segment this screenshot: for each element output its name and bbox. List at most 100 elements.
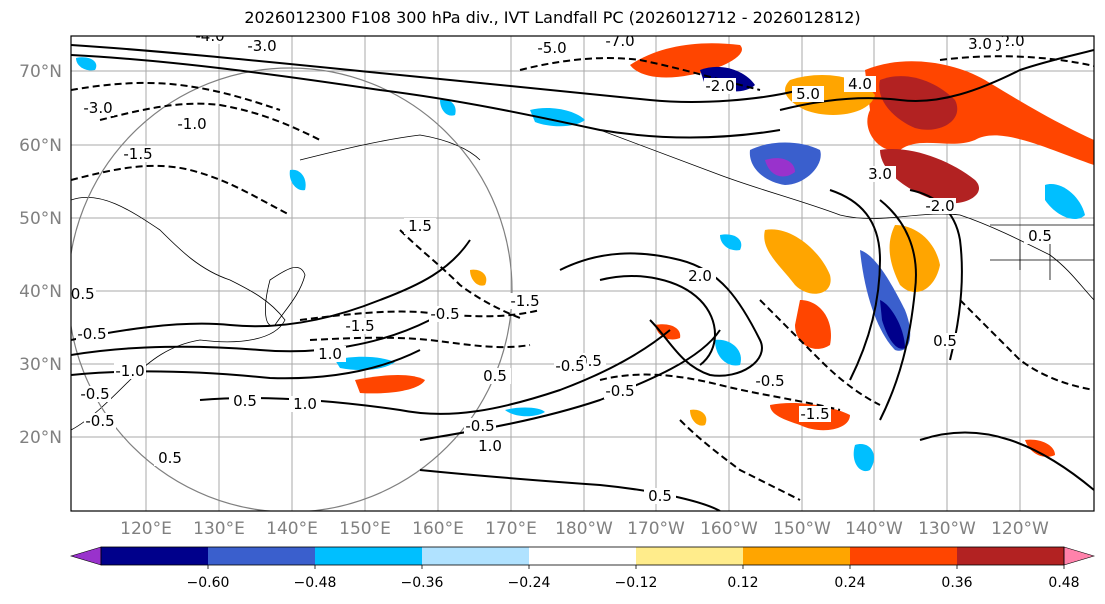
- negative-divergence-area: [715, 339, 741, 366]
- negative-divergence-area: [289, 169, 306, 191]
- colorbar-segment: [850, 547, 957, 565]
- contour-label: -1.5: [345, 317, 374, 335]
- contour-label: 1.0: [293, 395, 317, 413]
- contour-label-bg: [76, 326, 108, 342]
- contour-label-bg: [799, 406, 831, 422]
- contour-label: -1.5: [123, 145, 152, 163]
- colorbar-tick-label: −0.24: [508, 575, 551, 591]
- contour-label: 4.0: [848, 75, 872, 93]
- colorbar-segment: [101, 547, 208, 565]
- contour-label: -4.0: [195, 27, 224, 45]
- contour-label: 1.5: [408, 217, 432, 235]
- contour-label: 2.0: [688, 267, 712, 285]
- contour-label: 1.0: [478, 437, 502, 455]
- contour-label-bg: [792, 86, 824, 102]
- lon-label: 130°W: [918, 519, 976, 539]
- contour-label-bg: [289, 396, 321, 412]
- contour-label-bg: [604, 383, 636, 399]
- contour-label-bg: [604, 36, 636, 49]
- colorbar-tick-label: −0.60: [187, 575, 230, 591]
- lon-label: 140°W: [845, 519, 903, 539]
- contour-label: -3.0: [83, 99, 112, 117]
- contour-label: 3.0: [968, 35, 992, 53]
- contour-label: -0.5: [65, 285, 94, 303]
- longitude-labels: 120°E 130°E 140°E 150°E 160°E 170°E 180°W 170°W…: [120, 519, 1049, 539]
- contour-label: 0.5: [158, 449, 182, 467]
- divergence-shading: [76, 43, 1094, 472]
- contour-label: 0.5: [933, 332, 957, 350]
- contour-label: -7.0: [605, 32, 634, 50]
- contour-label-bg: [554, 358, 586, 374]
- colorbar-tick-label: 0.36: [941, 575, 972, 591]
- contour-label: 0.5: [483, 367, 507, 385]
- contour-label: -2.0: [705, 77, 734, 95]
- lon-label: 130°E: [193, 519, 245, 539]
- contour-label: -2.0: [925, 197, 954, 215]
- contour-label: 0.5: [648, 487, 672, 505]
- colorbar-segment: [957, 547, 1064, 565]
- lon-label: 160°E: [412, 519, 464, 539]
- positive-divergence-area: [355, 375, 425, 394]
- positive-divergence-area: [470, 269, 487, 286]
- range-circle: [71, 67, 513, 511]
- contour-label-bg: [864, 166, 896, 182]
- contour-label-bg: [964, 36, 996, 52]
- lon-label: 120°W: [991, 519, 1049, 539]
- contour-label: -1.5: [800, 405, 829, 423]
- contour-label-bg: [246, 38, 278, 54]
- contour-label: -0.5: [755, 372, 784, 390]
- lat-label: 30°N: [19, 355, 62, 375]
- contour-label-bg: [464, 418, 496, 434]
- colorbar-tick-label: 0.48: [1048, 575, 1079, 591]
- latitude-labels: 70°N 60°N 50°N 40°N 30°N 20°N: [19, 62, 62, 448]
- contour-label: -3.0: [247, 37, 276, 55]
- contour-label: -1.5: [510, 292, 539, 310]
- contour-label: -0.5: [77, 325, 106, 343]
- contour-lines: [71, 44, 1094, 511]
- lat-label: 60°N: [19, 136, 62, 156]
- contour-label: -0.5: [430, 305, 459, 323]
- contour-label: -0.5: [80, 385, 109, 403]
- contour-label: 3.0: [868, 165, 892, 183]
- contour-label-bg: [229, 393, 261, 409]
- positive-divergence-area: [690, 409, 707, 426]
- positive-divergence-area: [1025, 439, 1055, 457]
- negative-divergence-area: [1045, 184, 1085, 220]
- contour-label-bg: [429, 306, 461, 322]
- lon-label: 150°W: [773, 519, 831, 539]
- lon-label: 170°E: [485, 519, 537, 539]
- colorbar-tick-label: −0.36: [401, 575, 444, 591]
- contour-label-bg: [644, 488, 676, 504]
- contour-label: -1.0: [177, 115, 206, 133]
- negative-divergence-area: [76, 57, 97, 71]
- positive-divergence-area: [764, 229, 831, 294]
- colorbar-tick-label: −0.12: [615, 575, 658, 591]
- contour-label-bg: [71, 286, 96, 302]
- contour-label-bg: [536, 40, 568, 56]
- contour-label-bg: [924, 198, 956, 214]
- negative-divergence-area: [440, 99, 456, 116]
- contour-label-bg: [344, 318, 376, 334]
- contour-label: 0.5: [233, 392, 257, 410]
- contour-label-bg: [82, 100, 114, 116]
- lon-label: 170°W: [627, 519, 685, 539]
- positive-divergence-area: [880, 149, 980, 204]
- colorbar-segment: [208, 547, 315, 565]
- negative-divergence-area: [530, 108, 585, 127]
- colorbar-min-extension: [69, 546, 102, 566]
- contour-label-bg: [1024, 228, 1056, 244]
- contour-label-bg: [704, 78, 736, 94]
- contour-label-bg: [404, 218, 436, 234]
- lat-label: 40°N: [19, 282, 62, 302]
- colorbar-segment: [636, 547, 743, 565]
- map-frame: [70, 35, 1095, 512]
- colorbar-max-extension: [1063, 546, 1096, 566]
- contour-label: -0.5: [465, 417, 494, 435]
- dashed-contour-lines: [71, 55, 1094, 501]
- contour-label-bg: [754, 373, 786, 389]
- lat-label: 50°N: [19, 209, 62, 229]
- figure-title: 2026012300 F108 300 hPa div., IVT Landfa…: [244, 8, 861, 27]
- contour-label-bg: [509, 293, 541, 309]
- contour-label-group: -4.0 -3.0 -3.0 -1.5 -1.0 -0.5 -0.5 -0.5 -0.5 -1.5…: [65, 27, 1056, 505]
- negative-divergence-area: [765, 158, 795, 177]
